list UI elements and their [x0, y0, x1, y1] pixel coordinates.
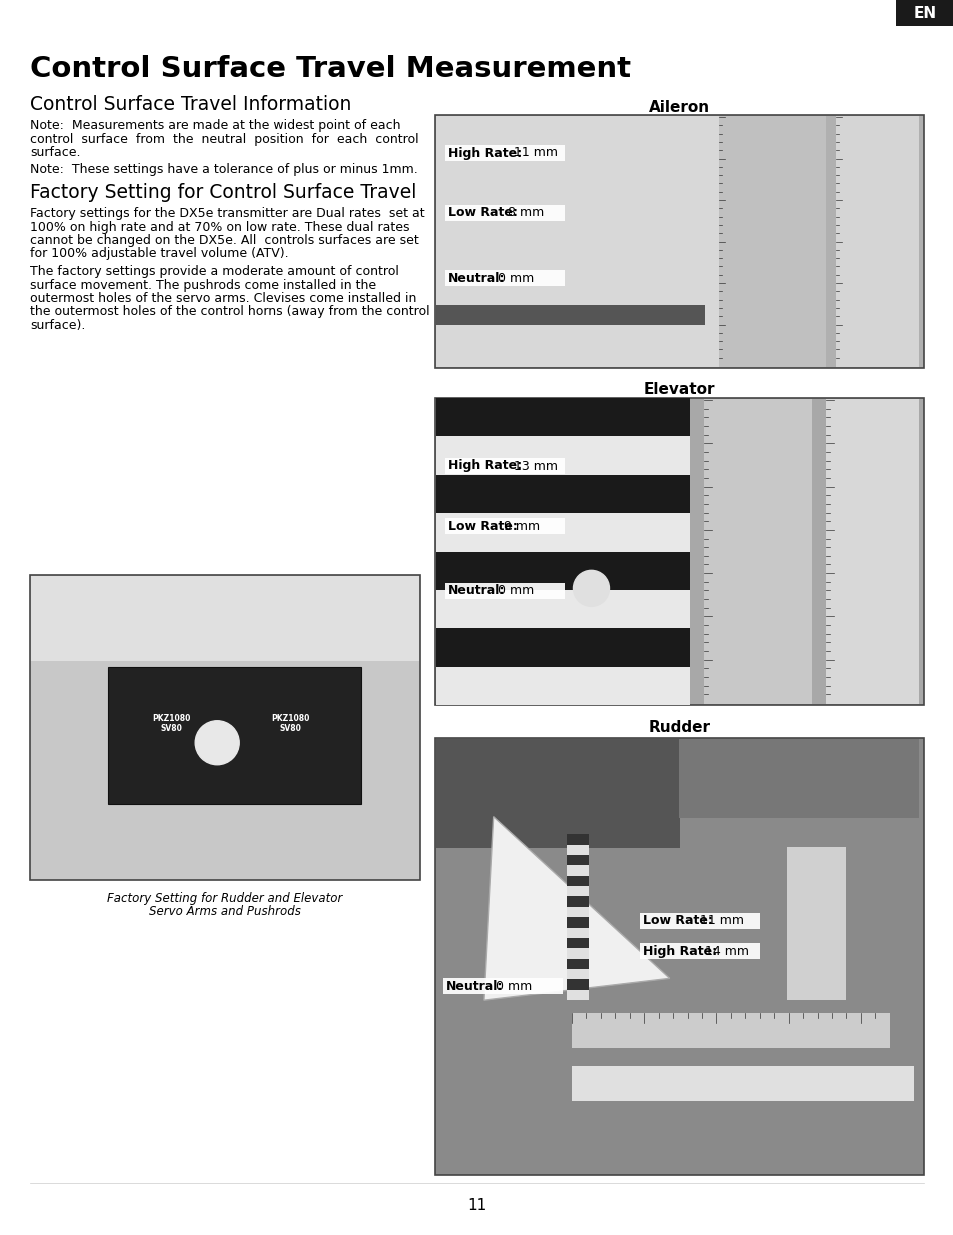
Bar [566, 885, 588, 897]
Text: Aileron: Aileron [648, 100, 709, 115]
Bar [639, 913, 760, 929]
Text: 13 mm: 13 mm [505, 459, 558, 473]
Bar [444, 205, 564, 221]
Bar [679, 739, 918, 818]
Text: SV80: SV80 [160, 724, 182, 734]
Bar [566, 937, 588, 948]
Bar [436, 398, 690, 436]
Bar [566, 969, 588, 979]
Bar [566, 948, 588, 958]
Bar [436, 629, 690, 667]
Text: 11 mm: 11 mm [695, 914, 742, 927]
Text: Neutral:: Neutral: [448, 272, 505, 284]
Bar [436, 513, 690, 552]
Text: 9 mm: 9 mm [499, 520, 539, 532]
Bar [703, 399, 811, 704]
Text: surface).: surface). [30, 319, 85, 332]
Text: Servo Arms and Pushrods: Servo Arms and Pushrods [149, 905, 300, 918]
Bar [566, 897, 588, 906]
Text: PKZ1080: PKZ1080 [271, 714, 310, 724]
Bar [30, 576, 418, 662]
Bar [108, 667, 361, 804]
Bar [835, 116, 918, 367]
Text: Elevator: Elevator [643, 382, 715, 396]
Bar [436, 305, 704, 325]
Text: High Rate:: High Rate: [448, 459, 521, 473]
Text: Note:  These settings have a tolerance of plus or minus 1mm.: Note: These settings have a tolerance of… [30, 163, 417, 177]
Text: Factory Setting for Control Surface Travel: Factory Setting for Control Surface Trav… [30, 183, 416, 203]
Bar [444, 144, 564, 161]
Bar [639, 944, 760, 960]
Bar [566, 866, 588, 876]
Text: 0 mm: 0 mm [494, 272, 534, 284]
Text: SV80: SV80 [279, 724, 301, 734]
Text: cannot be changed on the DX5e. All  controls surfaces are set: cannot be changed on the DX5e. All contr… [30, 233, 418, 247]
Bar [436, 436, 690, 474]
Text: Control Surface Travel Measurement: Control Surface Travel Measurement [30, 56, 630, 83]
Text: Low Rate:: Low Rate: [448, 520, 517, 532]
Bar [435, 115, 923, 368]
Text: The factory settings provide a moderate amount of control: The factory settings provide a moderate … [30, 266, 398, 278]
Text: control  surface  from  the  neutral  position  for  each  control: control surface from the neutral positio… [30, 132, 418, 146]
Circle shape [573, 571, 609, 606]
Bar [825, 399, 918, 704]
Bar [566, 834, 588, 845]
Bar [566, 958, 588, 969]
Bar [436, 590, 690, 629]
Text: Factory settings for the DX5e transmitter are Dual rates  set at: Factory settings for the DX5e transmitte… [30, 207, 424, 220]
Bar [566, 979, 588, 989]
Text: PKZ1080: PKZ1080 [152, 714, 191, 724]
Bar [566, 855, 588, 866]
Bar [435, 398, 923, 705]
Text: 11 mm: 11 mm [505, 147, 558, 159]
Text: Rudder: Rudder [648, 720, 710, 735]
Bar [566, 876, 588, 885]
Text: Low Rate:: Low Rate: [642, 914, 713, 927]
Text: EN: EN [912, 5, 936, 21]
Bar [436, 552, 690, 590]
Circle shape [195, 721, 239, 764]
Bar [444, 458, 564, 474]
Text: Neutral:: Neutral: [448, 584, 505, 598]
Bar [436, 116, 739, 367]
Polygon shape [483, 816, 669, 1000]
Text: 11: 11 [467, 1198, 486, 1213]
Bar [566, 845, 588, 855]
Text: Control Surface Travel Information: Control Surface Travel Information [30, 95, 351, 114]
Bar [436, 667, 690, 705]
Text: surface.: surface. [30, 146, 80, 159]
Bar [436, 739, 679, 848]
Bar [435, 739, 923, 1174]
Bar [718, 116, 825, 367]
Text: for 100% adjustable travel volume (ATV).: for 100% adjustable travel volume (ATV). [30, 247, 289, 261]
Text: Neutral:: Neutral: [446, 979, 503, 993]
Text: 100% on high rate and at 70% on low rate. These dual rates: 100% on high rate and at 70% on low rate… [30, 221, 409, 233]
Text: outermost holes of the servo arms. Clevises come installed in: outermost holes of the servo arms. Clevi… [30, 291, 416, 305]
Bar [571, 1066, 913, 1100]
Text: Factory Setting for Rudder and Elevator: Factory Setting for Rudder and Elevator [107, 892, 342, 905]
Bar [444, 270, 564, 287]
Text: 8 mm: 8 mm [499, 206, 544, 220]
Bar [566, 989, 588, 1000]
Bar [436, 474, 690, 513]
Bar [444, 583, 564, 599]
Text: High Rate:: High Rate: [642, 945, 717, 958]
Text: Note:  Measurements are made at the widest point of each: Note: Measurements are made at the wides… [30, 119, 400, 132]
Text: the outermost holes of the control horns (away from the control: the outermost holes of the control horns… [30, 305, 429, 319]
Bar [444, 517, 564, 534]
Bar [566, 906, 588, 918]
Bar [566, 918, 588, 927]
Bar [30, 576, 419, 881]
Bar [566, 927, 588, 937]
Bar [786, 847, 845, 1000]
Bar [895, 0, 953, 26]
Bar [442, 978, 562, 994]
Text: Low Rate:: Low Rate: [448, 206, 517, 220]
Text: High Rate:: High Rate: [448, 147, 521, 159]
Text: 14 mm: 14 mm [700, 945, 749, 958]
Text: 0 mm: 0 mm [492, 979, 532, 993]
Bar [571, 1013, 889, 1049]
Text: 0 mm: 0 mm [494, 584, 534, 598]
Text: surface movement. The pushrods come installed in the: surface movement. The pushrods come inst… [30, 279, 375, 291]
